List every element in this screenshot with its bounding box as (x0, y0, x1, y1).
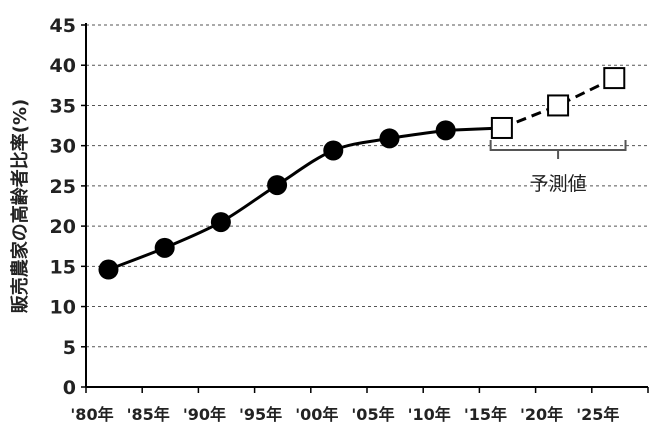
actual-data-point (154, 237, 175, 258)
y-tick-label: 30 (50, 136, 76, 158)
actual-data-point (379, 128, 400, 149)
actual-data-point (98, 259, 119, 280)
actual-data-point (323, 140, 344, 161)
y-tick-label: 10 (50, 297, 76, 319)
y-tick-label: 20 (50, 216, 76, 238)
y-tick-label: 45 (50, 15, 76, 37)
y-tick-label: 25 (50, 176, 76, 198)
forecast-series-line (501, 76, 615, 130)
forecast-bracket (489, 140, 627, 151)
forecast-label: 予測値 (530, 173, 587, 195)
x-tick-label: '85年 (127, 405, 170, 423)
x-tick-label: '95年 (239, 405, 282, 423)
series-group (98, 67, 626, 280)
axes (81, 23, 649, 393)
actual-data-point (267, 175, 288, 196)
y-tick-label: 0 (63, 377, 76, 399)
x-tick-label: '10年 (408, 405, 451, 423)
forecast-data-point (547, 94, 570, 117)
forecast-annotation: 予測値 (489, 140, 627, 195)
x-tick-labels: '80年 '85年 '90年 '95年 '00年 '05年 '10年 '15年 '20年 '25年 (70, 405, 619, 423)
y-tick-label: 5 (63, 337, 76, 359)
forecast-data-point (603, 67, 626, 90)
y-tick-label: 40 (50, 55, 76, 77)
actual-data-point (210, 212, 231, 233)
x-tick-label: '05年 (351, 405, 394, 423)
y-axis-label: 販売農家の高齢者比率(%) (9, 99, 31, 314)
x-tick-label: '15年 (464, 405, 507, 423)
x-tick-label: '25年 (576, 405, 619, 423)
forecast-data-point (490, 116, 513, 139)
x-tick-label: '90年 (183, 405, 226, 423)
y-tick-label: 35 (50, 95, 76, 117)
x-tick-label: '00年 (295, 405, 338, 423)
y-tick-label: 15 (50, 256, 76, 278)
x-tick-label: '20年 (520, 405, 563, 423)
x-tick-label: '80年 (70, 405, 113, 423)
y-tick-labels: 0 5 10 15 20 25 30 35 40 45 (50, 15, 76, 399)
actual-data-point (435, 120, 456, 141)
